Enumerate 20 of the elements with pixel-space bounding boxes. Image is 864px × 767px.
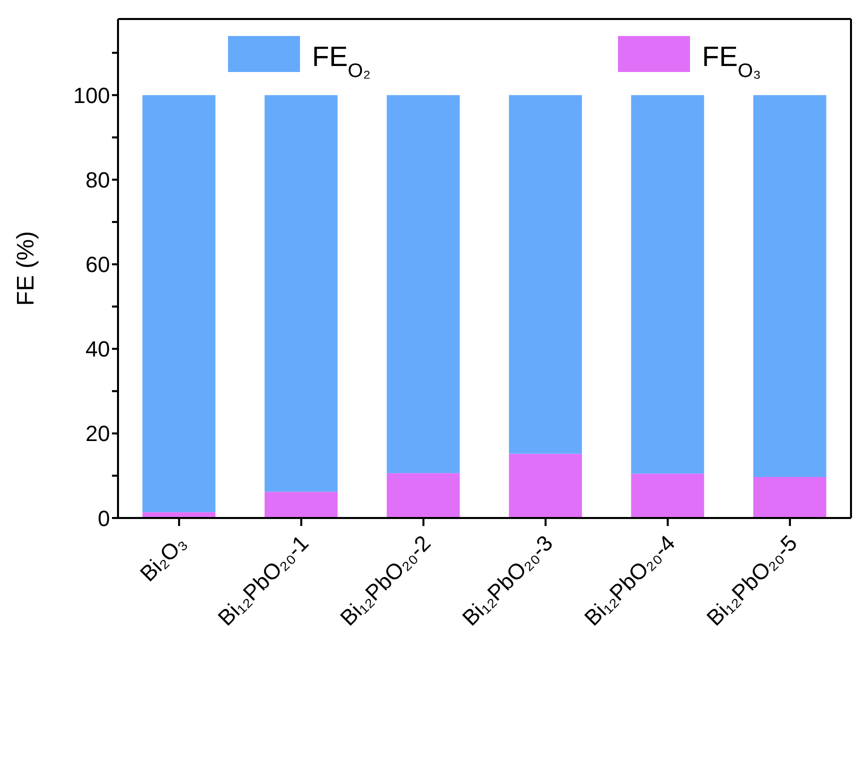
y-tick-label: 60: [86, 252, 110, 278]
bar: [508, 95, 582, 454]
bar: [631, 95, 704, 474]
bar: [508, 454, 582, 518]
bar: [142, 95, 216, 512]
bar: [386, 95, 460, 474]
bar: [264, 95, 338, 492]
legend-label: FE$_{O₃}$: [702, 41, 762, 82]
y-tick-label: 20: [86, 421, 110, 446]
bar: [631, 474, 704, 518]
y-tick-label: 100: [73, 82, 110, 108]
legend-label: FE$_{O₂}$: [312, 41, 371, 82]
bar: [753, 95, 826, 477]
y-axis-title: FE (%): [12, 231, 40, 306]
bar: [386, 473, 460, 518]
y-tick-label: 40: [86, 336, 110, 362]
bar: [753, 476, 826, 518]
y-tick-label: 80: [86, 168, 110, 193]
bar: [264, 492, 338, 518]
y-tick-label: 0: [98, 506, 110, 531]
